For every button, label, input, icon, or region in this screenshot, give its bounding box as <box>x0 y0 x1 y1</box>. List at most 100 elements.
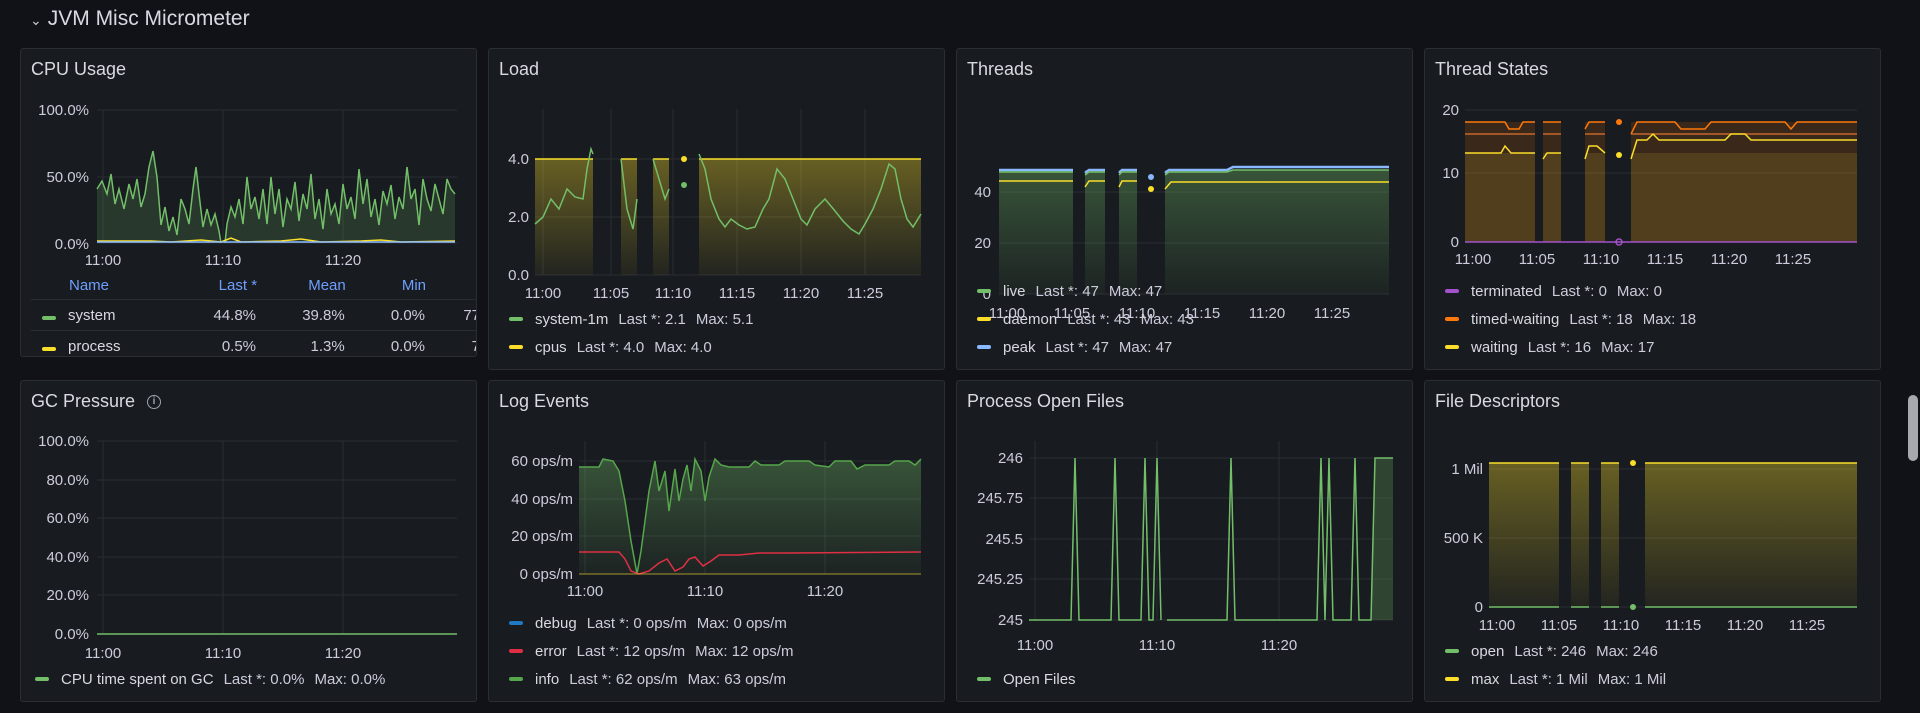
x-tick: 11:00 <box>525 285 561 302</box>
x-tick: 11:20 <box>1727 617 1763 634</box>
y-tick: 20 <box>974 235 991 252</box>
file-descriptors-chart: 1 Mil 500 K 0 11:00 11:05 11:10 11:15 11… <box>1444 460 1857 634</box>
swatch <box>509 621 523 625</box>
swatch <box>1445 289 1459 293</box>
x-tick: 11:20 <box>1261 637 1297 654</box>
value-last: Last *: 1 Mil <box>1509 670 1588 688</box>
x-tick: 11:25 <box>847 285 883 302</box>
value-max: Max: 5.1 <box>695 310 754 328</box>
value-max: Max: 246 <box>1596 642 1658 660</box>
col-header-min[interactable]: Min <box>401 276 427 294</box>
chevron-down-icon[interactable]: ⌄ <box>30 11 42 28</box>
x-tick: 11:05 <box>1541 617 1577 634</box>
panel-gc-pressure[interactable]: GC Pressure i 100.0% 80.0% 60.0% 40.0% 20… <box>20 380 477 702</box>
panel-title: Log Events <box>499 391 590 411</box>
value-last: Last *: 47 <box>1035 282 1099 300</box>
col-header-name[interactable]: Name <box>69 276 110 294</box>
y-tick: 100.0% <box>38 102 89 119</box>
info-icon[interactable]: i <box>147 394 162 409</box>
value-max: Max: 4.0 <box>654 338 712 356</box>
value-last: Last *: 0 <box>1551 282 1607 300</box>
x-tick: 11:00 <box>85 252 121 269</box>
legend-item-error[interactable]: error Last *: 12 ops/m Max: 12 ops/m <box>509 637 803 665</box>
y-tick: 40 <box>974 184 991 201</box>
legend-item-live[interactable]: live Last *: 47 Max: 47 <box>977 277 1204 305</box>
gc-chart: 100.0% 80.0% 60.0% 40.0% 20.0% 0.0% 11:0… <box>38 433 457 662</box>
x-tick: 11:20 <box>807 583 843 600</box>
panel-load[interactable]: Load 4.0 2.0 0.0 11:00 11:05 11:10 11:15… <box>488 48 945 370</box>
legend-item-timed-waiting[interactable]: timed-waiting Last *: 18 Max: 18 <box>1445 305 1706 333</box>
panel-file-descriptors[interactable]: File Descriptors 1 Mil 500 K 0 11:00 11:… <box>1424 380 1881 702</box>
series-system-1m <box>534 146 922 236</box>
legend-item-max[interactable]: max Last *: 1 Mil Max: 1 Mil <box>1445 665 1676 693</box>
swatch <box>35 677 49 681</box>
legend-item-terminated[interactable]: terminated Last *: 0 Max: 0 <box>1445 277 1706 305</box>
row-header[interactable]: ⌄ JVM Misc Micrometer <box>30 4 250 34</box>
value-max: Max: 47 <box>1108 282 1163 300</box>
panel-title: Thread States <box>1435 59 1549 79</box>
y-tick: 245 <box>998 612 1023 629</box>
value-max: Max: 63 ops/m <box>687 670 786 688</box>
legend-item-debug[interactable]: debug Last *: 0 ops/m Max: 0 ops/m <box>509 609 803 637</box>
value-min: 0.0% <box>345 299 427 331</box>
point <box>681 156 687 162</box>
legend-item-system-1m[interactable]: system-1m Last *: 2.1 Max: 5.1 <box>509 305 763 333</box>
scrollbar-thumb[interactable] <box>1908 395 1918 461</box>
legend-item-open-files[interactable]: Open Files <box>977 665 1086 693</box>
swatch <box>509 317 523 321</box>
legend-item-cpus[interactable]: cpus Last *: 4.0 Max: 4.0 <box>509 333 763 361</box>
value-last: Last *: 62 ops/m <box>569 670 678 688</box>
panel-title-text: GC Pressure <box>31 391 136 411</box>
legend: live Last *: 47 Max: 47 daemon Last *: 43 Ma… <box>977 277 1204 361</box>
col-header-last[interactable]: Last * <box>218 276 258 294</box>
y-tick: 50.0% <box>46 169 89 186</box>
value-last: Last *: 18 <box>1569 310 1633 328</box>
y-tick: 0 <box>983 286 991 303</box>
swatch <box>509 677 523 681</box>
legend-row-system[interactable]: system 44.8% 39.8% 0.0% 77 <box>31 299 476 331</box>
y-tick: 4.0 <box>508 151 529 168</box>
col-header-mean[interactable]: Mean <box>308 276 346 294</box>
panel-process-open-files[interactable]: Process Open Files 246 245.75 245.5 245.… <box>956 380 1413 702</box>
value-max: Max: 1 Mil <box>1597 670 1667 688</box>
panel-title: Load <box>499 59 540 79</box>
legend: terminated Last *: 0 Max: 0 timed-waiting L… <box>1445 277 1706 361</box>
legend-item-open[interactable]: open Last *: 246 Max: 246 <box>1445 637 1676 665</box>
value-last: Last *: 16 <box>1527 338 1592 356</box>
legend-item-peak[interactable]: peak Last *: 47 Max: 47 <box>977 333 1204 361</box>
y-tick: 20.0% <box>46 587 89 604</box>
legend-item-gc[interactable]: CPU time spent on GC Last *: 0.0% Max: 0.0… <box>35 665 395 693</box>
series-name: CPU time spent on GC <box>61 670 214 688</box>
x-tick: 11:15 <box>1647 251 1683 268</box>
x-tick: 11:10 <box>655 285 691 302</box>
legend: system-1m Last *: 2.1 Max: 5.1 cpus Last *:… <box>509 305 763 361</box>
panel-title: CPU Usage <box>31 59 127 79</box>
y-tick: 0.0% <box>55 236 89 253</box>
value-last: Last *: 2.1 <box>618 310 686 328</box>
value-max: Max: 47 <box>1118 338 1173 356</box>
y-tick: 500 K <box>1444 530 1483 547</box>
panel-cpu-usage[interactable]: CPU Usage 100.0% 50.0% 0.0% 11:00 11:10 … <box>20 48 477 357</box>
x-tick: 11:00 <box>1455 251 1491 268</box>
swatch <box>509 345 523 349</box>
x-tick: 11:20 <box>1711 251 1747 268</box>
y-tick: 40 ops/m <box>511 491 573 508</box>
value-max: 77 <box>426 299 476 331</box>
legend-item-waiting[interactable]: waiting Last *: 16 Max: 17 <box>1445 333 1706 361</box>
open-files-chart: 246 245.75 245.5 245.25 245 11:00 11:10 … <box>977 441 1393 654</box>
value-last: Last *: 4.0 <box>576 338 645 356</box>
panel-log-events[interactable]: Log Events 60 ops/m 40 ops/m 20 ops/m 0 … <box>488 380 945 702</box>
legend-item-info[interactable]: info Last *: 62 ops/m Max: 63 ops/m <box>509 665 803 693</box>
legend-item-daemon[interactable]: daemon Last *: 43 Max: 43 <box>977 305 1204 333</box>
legend-row-process[interactable]: process 0.5% 1.3% 0.0% 7 <box>31 330 476 356</box>
x-tick: 11:10 <box>205 252 241 269</box>
panel-title: GC Pressure i <box>31 391 162 412</box>
x-tick: 11:25 <box>1314 305 1350 322</box>
series-name: process <box>68 337 121 355</box>
legend: debug Last *: 0 ops/m Max: 0 ops/m error La… <box>509 609 803 693</box>
y-tick: 80.0% <box>46 472 89 489</box>
panel-threads[interactable]: Threads 40 20 0 11:00 11:05 11:10 11:15 … <box>956 48 1413 370</box>
series-name: info <box>535 670 560 688</box>
panel-thread-states[interactable]: Thread States 20 10 0 11:00 11:05 11:10 … <box>1424 48 1881 370</box>
col-header-max[interactable]: I <box>426 271 476 300</box>
